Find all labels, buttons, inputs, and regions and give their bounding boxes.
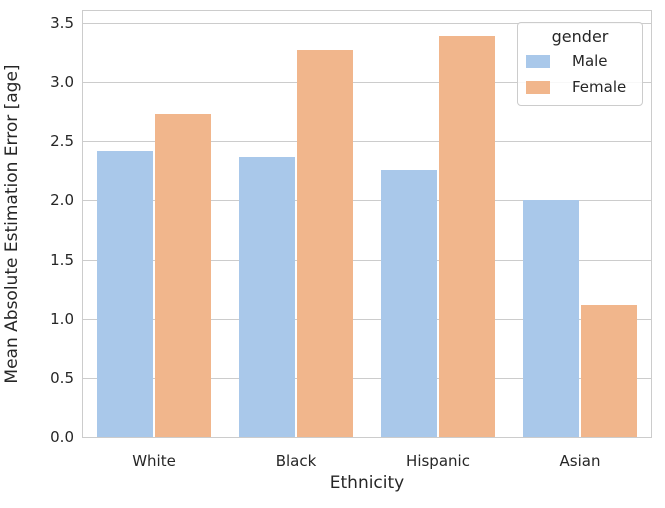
y-tick-label: 2.5 bbox=[50, 132, 74, 151]
legend: gender Male Female bbox=[517, 22, 643, 106]
y-tick-label: 0.0 bbox=[50, 428, 74, 446]
bar-white-male bbox=[97, 150, 153, 437]
legend-item-female: Female bbox=[518, 74, 642, 100]
y-tick-label: 3.0 bbox=[50, 73, 74, 91]
bar-asian-female bbox=[581, 304, 637, 437]
x-tick-label-white: White bbox=[132, 452, 176, 470]
legend-swatch-male-icon bbox=[526, 54, 550, 68]
legend-item-male: Male bbox=[518, 48, 642, 74]
gridline bbox=[83, 259, 651, 261]
gridline bbox=[83, 200, 651, 202]
bar-asian-male bbox=[523, 200, 579, 437]
x-tick-label-hispanic: Hispanic bbox=[406, 452, 470, 470]
y-tick-label: 3.5 bbox=[50, 13, 74, 32]
bar-black-female bbox=[297, 50, 353, 437]
gridline bbox=[83, 318, 651, 320]
gridline bbox=[83, 141, 651, 143]
x-tick-label-black: Black bbox=[275, 452, 317, 470]
y-axis-label: Mean Absolute Estimation Error [age] bbox=[2, 64, 22, 384]
y-tick-label: 0.5 bbox=[50, 368, 74, 387]
gridline bbox=[83, 22, 651, 24]
bar-hispanic-female bbox=[439, 35, 495, 437]
legend-label-female: Female bbox=[572, 78, 627, 96]
legend-swatch-female-icon bbox=[526, 80, 550, 94]
y-tick-label: 1.0 bbox=[50, 309, 74, 328]
y-tick-label: 1.5 bbox=[50, 250, 74, 269]
y-tick-label: 2.0 bbox=[50, 191, 74, 210]
x-tick-label-asian: Asian bbox=[559, 452, 601, 470]
gridline bbox=[83, 377, 651, 379]
bar-hispanic-male bbox=[381, 169, 437, 437]
x-axis-label: Ethnicity bbox=[329, 473, 405, 493]
legend-title: gender bbox=[551, 27, 609, 46]
legend-label-male: Male bbox=[572, 52, 608, 70]
bar-white-female bbox=[155, 113, 211, 437]
gridline bbox=[83, 82, 651, 83]
bar-black-male bbox=[239, 156, 295, 437]
